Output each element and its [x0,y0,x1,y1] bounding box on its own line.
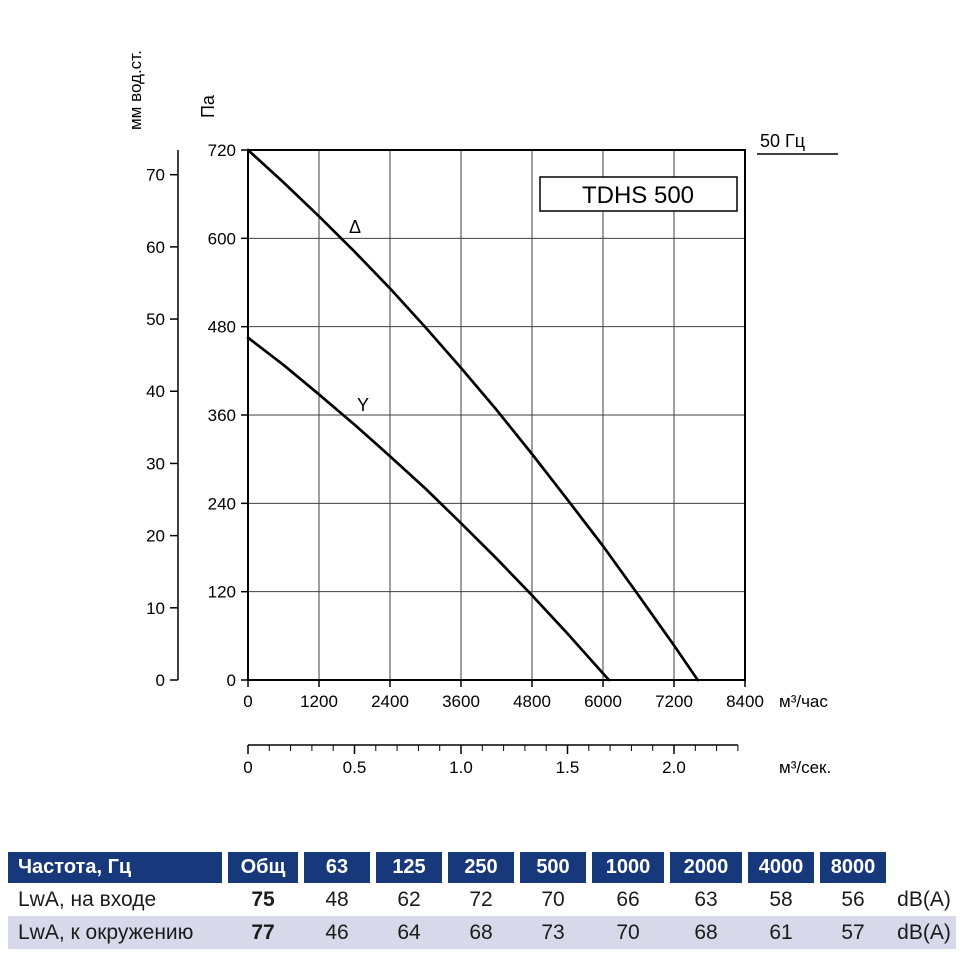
fan-curve-chart-area: 0 1200 2400 3600 4800 6000 7200 8400 м³/час 0 120 2… [126,50,838,777]
value-125: 64 [397,920,421,944]
header-total: Общ [228,852,298,883]
curve-label-delta: Δ [349,217,361,237]
value-2000: 63 [694,887,718,911]
mm-tick-label: 60 [146,238,165,257]
pa-tick-label: 480 [208,318,236,337]
m3s-tick-label: 0.5 [343,758,367,777]
table-header-row: Частота, Гц Общ 63 125 250 500 1000 2000… [8,852,956,883]
pa-tick-label: 0 [227,671,236,690]
row-label: LwA, к окружению [18,920,194,944]
unit-label: dB(A) [897,920,951,944]
pa-tick-label: 360 [208,406,236,425]
header-1000: 1000 [592,852,664,883]
header-unit [892,852,956,883]
value-8000: 57 [841,920,865,944]
sound-power-table: Частота, Гц Общ 63 125 250 500 1000 2000… [8,852,956,949]
table-row-lwa-inlet: LwA, на входе 75 48 62 72 70 66 63 58 56… [8,883,956,916]
value-4000: 61 [769,920,793,944]
value-1000: 66 [616,887,640,911]
mm-tick-label: 0 [156,671,165,690]
mm-tick-label: 50 [146,310,165,329]
unit-label: dB(A) [897,887,951,911]
pa-tick-label: 120 [208,583,236,602]
value-250: 72 [469,887,493,911]
x-axis-unit-m3h: м³/час [779,692,828,711]
x-tick-label: 7200 [655,692,693,711]
x-tick-label: 6000 [584,692,622,711]
value-500: 70 [541,887,565,911]
x-tick-label: 1200 [300,692,338,711]
header-125: 125 [376,852,442,883]
model-label: TDHS 500 [582,182,694,209]
header-63: 63 [304,852,370,883]
mm-tick-label: 20 [146,527,165,546]
value-1000: 70 [616,920,640,944]
value-2000: 68 [694,920,718,944]
pa-tick-label: 600 [208,229,236,248]
model-box [539,176,738,212]
x-tick-label: 8400 [726,692,764,711]
value-8000: 56 [841,887,865,911]
mm-tick-label: 40 [146,382,165,401]
curve-delta [246,148,700,682]
value-total: 75 [251,887,275,911]
x-axis-unit-m3s: м³/сек. [779,758,831,777]
m3s-tick-label: 1.0 [449,758,473,777]
header-4000: 4000 [748,852,814,883]
mm-tick-label: 30 [146,454,165,473]
curve-label-y: Y [357,395,369,415]
value-total: 77 [251,920,275,944]
mm-tick-label: 70 [146,166,165,185]
pa-tick-label: 240 [208,494,236,513]
header-frequency: Частота, Гц [8,852,222,883]
value-500: 73 [541,920,565,944]
table-row-lwa-surroundings: LwA, к окружению 77 46 64 68 73 70 68 61… [8,916,956,949]
x-tick-label: 2400 [371,692,409,711]
pa-tick-label: 720 [208,141,236,160]
header-500: 500 [520,852,586,883]
value-63: 46 [325,920,349,944]
frequency-label: 50 Гц [760,131,805,151]
m3s-tick-label: 0 [243,758,252,777]
header-250: 250 [448,852,514,883]
value-125: 62 [397,887,421,911]
curve-y [246,336,611,682]
header-2000: 2000 [670,852,742,883]
value-63: 48 [325,887,349,911]
row-label: LwA, на входе [18,887,157,911]
m3s-tick-label: 2.0 [662,758,686,777]
mm-tick-label: 10 [146,599,165,618]
x-tick-label: 4800 [513,692,551,711]
x-tick-label: 3600 [442,692,480,711]
fan-curve-chart: 0 1200 2400 3600 4800 6000 7200 8400 м³/час01202… [126,50,838,777]
value-250: 68 [469,920,493,944]
m3s-tick-label: 1.5 [556,758,580,777]
header-8000: 8000 [820,852,886,883]
x-tick-label: 0 [243,692,252,711]
value-4000: 58 [769,887,793,911]
y-axis-unit-pa: Па [198,94,218,118]
y-axis-unit-mm: мм вод.ст. [126,50,145,130]
